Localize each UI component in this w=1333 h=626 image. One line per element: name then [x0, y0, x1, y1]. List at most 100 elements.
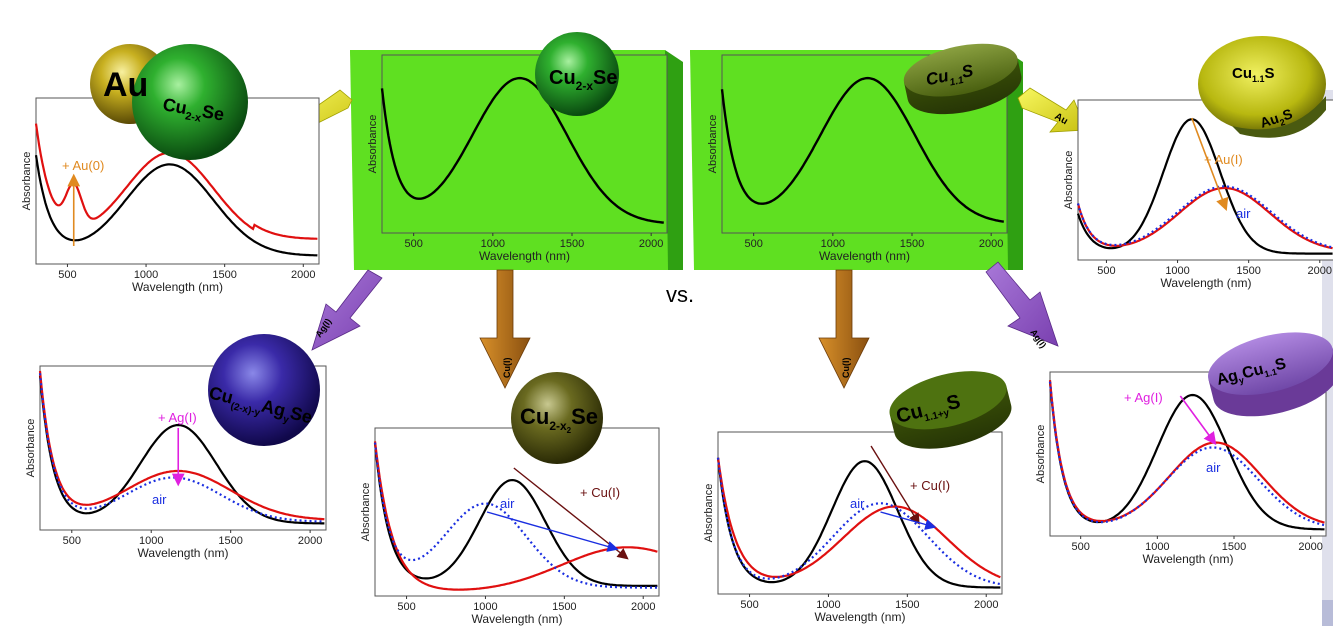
- bottom-right-red-curve: [1048, 379, 1325, 524]
- bottom-mid-right-air-arrow: [880, 511, 937, 530]
- bottom-mid-left-frame: [374, 427, 660, 597]
- bottom-mid-right-annotation: + Cu(I): [910, 478, 950, 493]
- bottom-mid-left-tick-2000: 2000: [631, 601, 655, 613]
- bottom-right-ag-arrow: [1179, 395, 1217, 446]
- ag-arrow-left: Ag(I): [311, 269, 383, 351]
- cu-arrow-right-label: Cu(I): [841, 358, 851, 379]
- top-left-tick-1500: 1500: [212, 269, 236, 281]
- top-left-tick-2000: 2000: [291, 269, 315, 281]
- bottom-left-tick-1500: 1500: [218, 535, 242, 547]
- central-right-plot-tick-1000: 1000: [821, 238, 845, 250]
- bottom-right-ylabel: Absorbance: [1035, 425, 1047, 484]
- top-right-xlabel: Wavelength (nm): [1161, 276, 1252, 290]
- ag-arrow-right: Ag(I): [985, 261, 1059, 350]
- particle-cu-ag-se: Cu(2-x)-yAgySe: [207, 334, 320, 446]
- top-right-blue-dotted: [1076, 185, 1333, 249]
- plot-bottom-mid-left: 500 1000 1500 2000 Wavelength (nm) Absorbance…: [360, 427, 660, 626]
- top-left-annotation: + Au(0): [62, 158, 104, 173]
- top-left-tick-500: 500: [58, 269, 76, 281]
- top-left-xlabel: Wavelength (nm): [132, 280, 223, 294]
- top-right-tick-1500: 1500: [1236, 265, 1260, 277]
- au-arrow-right: Au: [1017, 87, 1087, 133]
- svg-text:Cu2-x2Se: Cu2-x2Se: [520, 404, 598, 435]
- central-right-plot-curve: [720, 76, 1004, 223]
- bottom-mid-left-annotation: + Cu(I): [580, 485, 620, 500]
- bottom-mid-left-ylabel: Absorbance: [360, 483, 372, 542]
- bottom-right-air: air: [1206, 460, 1221, 475]
- svg-text:AgyCu1.1S: AgyCu1.1S: [1215, 355, 1289, 391]
- bottom-mid-right-tick-2000: 2000: [974, 599, 998, 611]
- central-right-plot-xlabel: Wavelength (nm): [819, 249, 910, 263]
- bottom-left-black-curve: [38, 375, 325, 525]
- central-left-plot-tick-1000: 1000: [481, 238, 505, 250]
- bottom-mid-right-red-curve: [716, 457, 1001, 579]
- particle-agycu1.1s: AgyCu1.1S: [1208, 332, 1333, 417]
- top-right-ylabel: Absorbance: [1063, 151, 1075, 210]
- plot-bottom-right: 500 1000 1500 2000 Wavelength (nm) Absorbance…: [1035, 371, 1327, 566]
- particle-cu1.1s-center: Cu1.1S: [903, 43, 1022, 115]
- top-right-air: air: [1236, 206, 1251, 221]
- svg-text:Au: Au: [103, 66, 148, 104]
- top-left-tick-1000: 1000: [134, 269, 158, 281]
- bottom-mid-right-air: air: [850, 496, 865, 511]
- bottom-right-tick-1500: 1500: [1222, 541, 1246, 553]
- bottom-mid-left-air-arrow: [486, 511, 619, 552]
- central-left-plot-curve: [380, 76, 664, 224]
- cu-arrow-left: Cu(I): [479, 269, 531, 389]
- bottom-mid-right-tick-1000: 1000: [816, 599, 840, 611]
- central-right-plot-tick-500: 500: [744, 238, 762, 250]
- bottom-left-xlabel: Wavelength (nm): [138, 546, 229, 560]
- central-right-plot-tick-2000: 2000: [979, 238, 1003, 250]
- particle-cu1.1s-au2s: Cu1.1S Au2S: [1198, 36, 1326, 138]
- bottom-left-ylabel: Absorbance: [25, 419, 37, 478]
- bottom-mid-right-blue-dotted: [716, 457, 1001, 586]
- bottom-left-annotation: + Ag(I): [158, 410, 197, 425]
- bottom-mid-right-frame: [717, 431, 1003, 595]
- central-right-plot-tick-1500: 1500: [900, 238, 924, 250]
- bottom-left-tick-500: 500: [63, 535, 81, 547]
- particle-cu2-x2-se: Cu2-x2Se: [511, 372, 603, 464]
- central-left-plot-ylabel: Absorbance: [367, 115, 379, 174]
- particle-cu1.1+ys: Cu1.1+yS: [889, 371, 1012, 449]
- top-right-tick-2000: 2000: [1308, 265, 1332, 277]
- bottom-right-tick-500: 500: [1071, 541, 1089, 553]
- bottom-left-air: air: [152, 492, 167, 507]
- top-right-annotation: + Au(I): [1204, 152, 1243, 167]
- central-left-plot-tick-500: 500: [404, 238, 422, 250]
- plot-bottom-mid-right: 500 1000 1500 2000 Wavelength (nm) Absorbance…: [703, 431, 1003, 624]
- particle-au-cu2-x-se: Au Cu2-xSe: [90, 44, 248, 160]
- cu-arrow-left-label: Cu(I): [502, 358, 512, 379]
- bottom-mid-right-cu-arrow: [870, 445, 920, 525]
- bottom-mid-right-black-curve: [716, 457, 1001, 589]
- bottom-left-tick-1000: 1000: [139, 535, 163, 547]
- bottom-mid-right-tick-500: 500: [740, 599, 758, 611]
- svg-text:Cu2-xSe: Cu2-xSe: [549, 67, 617, 93]
- bottom-mid-left-tick-1500: 1500: [552, 601, 576, 613]
- central-left-plot-tick-1500: 1500: [560, 238, 584, 250]
- bottom-right-tick-1000: 1000: [1145, 541, 1169, 553]
- bottom-right-xlabel: Wavelength (nm): [1143, 552, 1234, 566]
- bottom-left-tick-2000: 2000: [298, 535, 322, 547]
- bottom-right-annotation: + Ag(I): [1124, 390, 1163, 405]
- svg-text:Cu1.1S: Cu1.1S: [1232, 65, 1275, 84]
- bottom-mid-left-xlabel: Wavelength (nm): [472, 612, 563, 626]
- bottom-mid-right-tick-1500: 1500: [895, 599, 919, 611]
- central-left-plot-xlabel: Wavelength (nm): [479, 249, 570, 263]
- bottom-mid-left-cu-arrow: [513, 467, 629, 560]
- top-left-ylabel: Absorbance: [21, 152, 33, 211]
- top-right-tick-1000: 1000: [1165, 265, 1189, 277]
- bottom-mid-right-ylabel: Absorbance: [703, 484, 715, 543]
- top-left-black-curve: [34, 155, 318, 257]
- svg-text:Cu1.1S: Cu1.1S: [924, 61, 976, 94]
- particle-cu2-x-se-center: Cu2-xSe: [535, 32, 619, 116]
- bottom-mid-left-black-curve: [373, 442, 658, 587]
- central-panel-left: 500 1000 1500 2000 Wavelength (nm) Absorbance: [350, 50, 683, 270]
- central-left-plot-tick-2000: 2000: [639, 238, 663, 250]
- top-right-tick-500: 500: [1097, 265, 1115, 277]
- bottom-mid-left-air: air: [500, 496, 515, 511]
- bottom-mid-right-xlabel: Wavelength (nm): [815, 610, 906, 624]
- cu-arrow-right: Cu(I): [818, 269, 870, 389]
- bottom-right-black-curve: [1048, 381, 1325, 531]
- top-right-au-arrow: [1191, 117, 1229, 211]
